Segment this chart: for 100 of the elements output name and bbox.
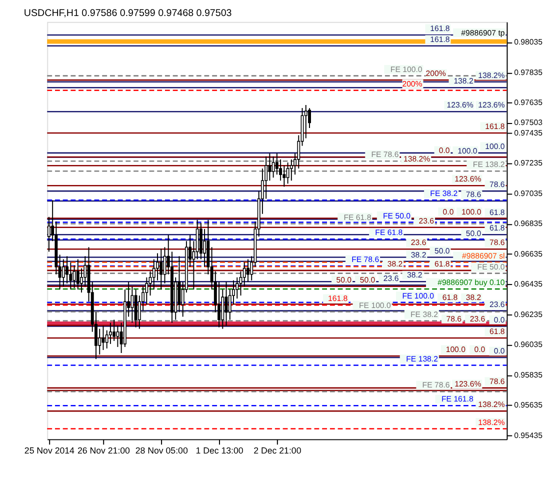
annotation: 161.8 [328,294,348,304]
y-tick-label: 0.97035 [514,188,544,198]
y-tick-label: 0.98035 [514,38,544,47]
x-tick-label: 26 Nov 21:00 [77,445,130,456]
annotation: 38.2 [406,270,422,280]
annotation: FE 38.2 [410,310,438,319]
x-tick-label: 1 Dec 13:00 [196,445,244,456]
annotation: 23.6 [383,274,400,284]
band-label: #9886907 tp [461,28,506,38]
y-tick-label: 0.97235 [514,158,544,168]
annotation: 23.6 [418,216,435,226]
annotation: FE 138.2 [406,354,438,364]
annotation: 50.0 [466,229,482,238]
annotation: 61.8 [434,260,450,269]
x-tick-label: 28 Nov 05:00 [135,445,188,456]
annotation: 0.0 [442,207,454,216]
annotation: FE 100.0 [390,64,423,74]
y-tick-label: 0.96035 [514,340,544,350]
annotation: 61.8 [489,327,506,336]
candlestick [108,322,112,344]
y-tick-label: 0.97435 [514,128,544,138]
candlestick [203,228,206,268]
annotation: FE 78.6 [422,380,450,390]
candlestick [76,258,80,290]
annotation: 61.8 [489,208,506,218]
candlestick [160,248,163,290]
annotation: 78.6 [466,190,482,200]
annotation: 123.6% [454,174,482,184]
annotation: FE 78.6 [371,150,400,160]
annotation: 100.0 [462,207,482,216]
annotation: 123.6% [454,380,482,389]
annotation: 138.2% [478,70,505,80]
annotation: 100.0 [485,142,506,152]
annotation: 78.6 [489,180,506,190]
y-tick-label: 0.96835 [514,219,544,228]
candlestick [246,258,250,282]
y-tick-label: 0.97503 [514,118,544,128]
ref-line-label: #9886907 buy 0.10 [438,278,506,288]
annotation: 50.0 [434,246,450,256]
x-tick-label: 2 Dec 21:00 [254,445,302,456]
annotation: 38.2 [410,250,426,260]
annotation: 100.0 [458,146,478,156]
annotation: FE 78.6 [352,255,380,264]
annotation: 61.8 [489,224,506,233]
annotation: 38.2 [466,293,482,302]
x-tick-label: 25 Nov 2014 [24,445,75,456]
annotation: 100.0 [446,345,466,354]
candlestick [286,162,290,184]
annotation: 161.8 [430,24,450,34]
annotation: 0.0 [438,146,450,156]
annotation: 200% [402,79,422,88]
candlestick [98,328,102,356]
annotation: 61.8 [442,293,458,302]
candlestick [272,156,275,178]
annotation: FE 61.8 [375,228,404,238]
annotation: 23.6 [489,300,506,309]
annotation: 23.6 [470,314,486,324]
y-tick-label: 0.95635 [514,400,544,410]
candlestick [62,258,65,287]
y-tick-label: 0.97635 [514,98,544,108]
annotation: 0.0 [494,346,506,356]
candlestick [130,286,134,324]
candlestick [102,325,105,350]
annotation: FE 38.2 [430,189,458,198]
annotation: 123.6% [446,100,474,110]
annotation: 123.6% [478,100,505,110]
annotation: 138.2 [454,76,474,86]
y-tick-label: 0.96435 [514,280,544,289]
annotation: FE 100.0 [402,291,435,300]
annotation: 78.6 [489,238,506,248]
annotation: 78.6 [489,377,506,386]
annotation: FE 50.0 [383,211,412,220]
annotation: 38.2 [387,260,403,269]
annotation: 50.0 [360,275,376,284]
y-tick-label: 0.96635 [514,249,544,258]
y-tick-label: 0.96235 [514,310,544,319]
annotation: FE 61.8 [344,212,372,222]
candlestick [178,256,181,313]
y-tick-label: 0.95435 [514,430,544,440]
annotation: 200% [426,69,446,78]
chart-title: USDCHF,H1 0.97586 0.97599 0.97468 0.97503 [24,8,232,19]
annotation: 0.0 [474,345,486,354]
candlestick [148,270,152,296]
annotation: 161.8 [430,34,450,44]
annotation: 0.0 [494,315,506,324]
annotation: 161.8 [485,122,506,132]
candlestick [196,219,199,260]
y-tick-label: 0.95835 [514,370,544,380]
annotation: 78.6 [446,314,462,324]
candlestick [116,325,120,348]
annotation: FE 100.0 [359,300,392,310]
candlestick [112,319,116,342]
annotation: FE 161.8 [441,394,474,404]
annotation: FE 138.2 [472,160,505,170]
annotation: 23.6 [410,238,427,248]
y-tick-label: 0.97835 [514,68,544,77]
ref-line-label: #9886907 sl [462,251,506,260]
candlestick [239,270,242,296]
annotation: 50.0 [336,275,352,284]
candlestick [268,152,272,182]
